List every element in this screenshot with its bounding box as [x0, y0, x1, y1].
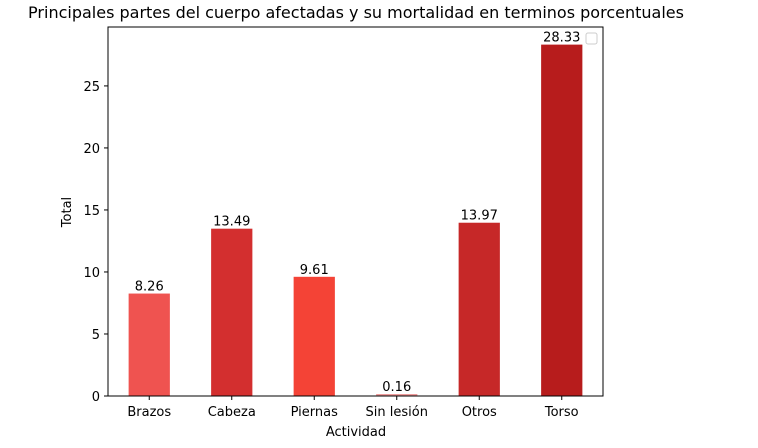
chart-title: Principales partes del cuerpo afectadas … — [28, 3, 684, 22]
bar-4 — [458, 222, 500, 396]
bar-value-label-0: 8.26 — [135, 280, 164, 295]
x-tick-label-4: Otros — [462, 405, 497, 420]
bar-value-label-1: 13.49 — [213, 215, 250, 230]
x-axis-label: Actividad — [326, 425, 386, 440]
plot-frame — [107, 26, 604, 397]
y-tick-label-4: 20 — [83, 142, 100, 157]
plot-area: 8.26 Brazos 13.49 Cabeza 9.61 Piernas 0.16 Sin … — [83, 26, 604, 420]
bar-value-label-3: 0.16 — [382, 380, 411, 395]
x-tick-label-5: Torso — [544, 405, 579, 420]
y-tick-label-3: 15 — [83, 204, 100, 219]
bar-3 — [376, 394, 418, 396]
y-tick-label-1: 5 — [92, 328, 100, 343]
bar-value-label-2: 9.61 — [300, 263, 329, 278]
y-tick-label-2: 10 — [83, 266, 100, 281]
bar-2 — [293, 276, 335, 396]
legend-box — [585, 32, 598, 45]
x-tick-label-3: Sin lesión — [366, 405, 428, 420]
x-tick-label-1: Cabeza — [208, 405, 256, 420]
bar-1 — [211, 228, 253, 396]
y-axis-label: Total — [60, 197, 75, 228]
bar-value-label-5: 28.33 — [543, 31, 580, 46]
bar-5 — [541, 44, 583, 397]
bar-0 — [128, 293, 170, 396]
y-tick-label-5: 25 — [83, 80, 100, 95]
x-tick-label-0: Brazos — [127, 405, 171, 420]
x-tick-label-2: Piernas — [291, 405, 338, 420]
y-tick-label-0: 0 — [92, 390, 100, 405]
bar-value-label-4: 13.97 — [461, 209, 498, 224]
